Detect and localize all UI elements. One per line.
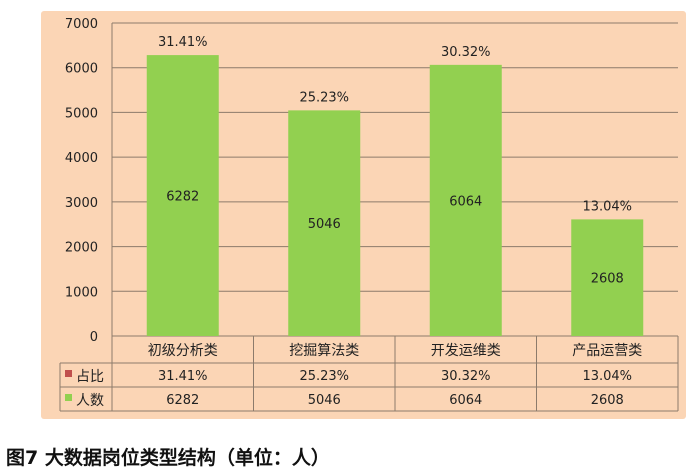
y-tick-label: 1000 xyxy=(65,285,98,300)
category-label: 挖掘算法类 xyxy=(289,343,359,359)
bar-percent-label: 13.04% xyxy=(582,199,632,214)
table-count-cell: 6282 xyxy=(166,393,199,408)
table-count-cell: 5046 xyxy=(308,393,341,408)
table-percent-cell: 25.23% xyxy=(299,369,349,384)
bar xyxy=(429,64,502,336)
legend-swatch-count xyxy=(65,394,72,401)
legend-swatch-percent xyxy=(65,370,72,377)
bar-value-label: 6064 xyxy=(449,194,482,209)
figure-caption: 图7 大数据岗位类型结构（单位：人） xyxy=(6,447,330,469)
y-tick-label: 0 xyxy=(90,330,98,345)
y-tick-label: 2000 xyxy=(65,241,98,256)
table-count-cell: 6064 xyxy=(449,393,482,408)
bar-percent-label: 25.23% xyxy=(299,90,349,105)
y-tick-label: 3000 xyxy=(65,196,98,211)
y-tick-label: 6000 xyxy=(65,62,98,77)
category-label: 开发运维类 xyxy=(431,343,501,359)
table-percent-cell: 13.04% xyxy=(582,369,632,384)
table-percent-cell: 31.41% xyxy=(158,369,208,384)
table-percent-cell: 30.32% xyxy=(441,369,491,384)
bar-value-label: 6282 xyxy=(166,190,199,205)
bar-value-label: 5046 xyxy=(308,217,341,232)
legend-label-percent: 占比 xyxy=(76,369,104,385)
category-label: 产品运营类 xyxy=(572,343,642,359)
y-tick-label: 7000 xyxy=(65,17,98,32)
category-label: 初级分析类 xyxy=(148,342,218,359)
bar xyxy=(288,110,361,337)
bar-value-label: 2608 xyxy=(591,272,624,287)
bar-percent-label: 30.32% xyxy=(441,45,491,60)
bar-percent-label: 31.41% xyxy=(158,35,208,50)
table-count-cell: 2608 xyxy=(591,393,624,408)
bar xyxy=(146,55,219,336)
y-tick-label: 5000 xyxy=(65,106,98,121)
y-tick-label: 4000 xyxy=(65,151,98,166)
legend-label-count: 人数 xyxy=(76,393,104,409)
bar xyxy=(571,219,644,336)
